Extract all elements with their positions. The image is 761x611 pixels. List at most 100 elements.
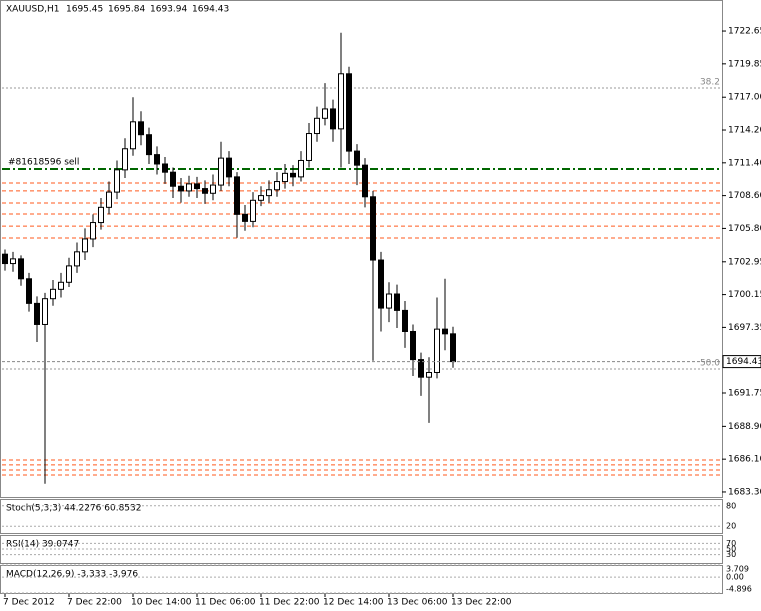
- ohlc-value: 1693.94: [150, 5, 187, 15]
- candle-body: [242, 213, 248, 222]
- y-tick-label: 1705.80: [728, 224, 761, 234]
- x-tick-label: 12 Dec 14:00: [323, 598, 384, 608]
- candle-body: [58, 281, 64, 290]
- candle-body: [34, 302, 40, 325]
- candle-body: [266, 189, 272, 197]
- y-tick-label: 1691.75: [728, 388, 761, 398]
- candle-body: [90, 222, 96, 240]
- y-tick-label: 1722.65: [728, 27, 761, 37]
- ohlc-value: 1695.84: [108, 5, 145, 15]
- current-price-label: 1694.43: [726, 357, 761, 367]
- candle-body: [354, 150, 360, 166]
- indicator-panel: [0, 535, 723, 564]
- candle-body: [378, 259, 384, 309]
- x-tick-label: 10 Dec 14:00: [131, 598, 192, 608]
- candle-body: [66, 265, 72, 283]
- candle-body: [42, 298, 48, 325]
- candle-body: [106, 191, 112, 208]
- indicator-title: Stoch(5,3,3) 44.2276 60.8532: [6, 504, 141, 514]
- candle-body: [250, 199, 256, 222]
- candle-body: [138, 121, 144, 136]
- candle-body: [258, 195, 264, 201]
- candle-body: [10, 258, 16, 265]
- candle-body: [170, 171, 176, 187]
- indicator-panel: [0, 565, 723, 594]
- candle-body: [194, 183, 200, 190]
- candle-body: [202, 188, 208, 194]
- y-tick-label: 1708.60: [728, 191, 761, 201]
- candle-body: [434, 328, 440, 373]
- y-tick-label: 1683.30: [728, 487, 761, 497]
- candle-body: [394, 293, 400, 311]
- candle-body: [298, 159, 304, 178]
- y-tick-label: 1700.15: [728, 290, 761, 300]
- current-price-box: [722, 355, 761, 369]
- candle-body: [2, 253, 8, 265]
- ohlc-value: 1695.45: [66, 5, 103, 15]
- candle-body: [186, 183, 192, 192]
- candle-body: [322, 108, 328, 119]
- indicator-tick-label: 70: [726, 539, 736, 548]
- candle-body: [234, 176, 240, 215]
- candle-body: [130, 121, 136, 150]
- y-tick-label: 1711.40: [728, 158, 761, 168]
- candle-body: [122, 148, 128, 171]
- indicator-tick-label: 20: [726, 522, 736, 531]
- candle-body: [226, 157, 232, 178]
- candle-body: [162, 163, 168, 173]
- y-tick-label: 1697.35: [728, 323, 761, 333]
- x-tick-label: 11 Dec 06:00: [195, 598, 256, 608]
- candle-body: [210, 184, 216, 194]
- candle-body: [442, 328, 448, 335]
- indicator-panel: [0, 499, 723, 534]
- indicator-tick-label: 0.00: [726, 573, 744, 582]
- candle-body: [410, 330, 416, 361]
- candle-body: [306, 133, 312, 161]
- y-tick-label: 1719.85: [728, 59, 761, 69]
- candle-body: [418, 359, 424, 378]
- indicator-tick-label: -4.896: [726, 585, 752, 594]
- y-tick-label: 1688.90: [728, 422, 761, 432]
- order-label: #81618596 sell: [8, 158, 79, 168]
- candle-body: [154, 154, 160, 165]
- indicator-title: RSI(14) 39.0747: [6, 540, 79, 550]
- candle-body: [26, 278, 32, 304]
- candle-body: [386, 293, 392, 309]
- x-tick-label: 13 Dec 22:00: [451, 598, 512, 608]
- candle-body: [426, 371, 432, 378]
- indicator-tick-label: 30: [726, 550, 736, 559]
- candle-body: [314, 117, 320, 135]
- indicator-title: MACD(12,26,9) -3.333 -3.976: [6, 570, 138, 580]
- candle-body: [330, 108, 336, 130]
- x-tick-label: 7 Dec 22:00: [67, 598, 122, 608]
- x-tick-label: 7 Dec 2012: [3, 598, 55, 608]
- y-tick-label: 1717.00: [728, 93, 761, 103]
- x-tick-label: 11 Dec 22:00: [259, 598, 320, 608]
- y-tick-label: 1702.95: [728, 257, 761, 267]
- candle-body: [50, 288, 56, 300]
- candle-body: [146, 134, 152, 156]
- candle-body: [450, 333, 456, 363]
- indicator-tick-label: 50: [726, 545, 736, 554]
- candle-body: [98, 206, 104, 224]
- fib-label: 38.2: [700, 77, 720, 87]
- candle-body: [338, 73, 344, 130]
- candle-body: [114, 169, 120, 193]
- candle-body: [218, 157, 224, 186]
- indicator-tick-label: 3.709: [726, 565, 749, 574]
- y-tick-label: 1686.10: [728, 455, 761, 465]
- y-tick-label: 1714.20: [728, 126, 761, 136]
- candle-body: [178, 185, 184, 192]
- candle-body: [274, 181, 280, 191]
- candle-body: [362, 164, 368, 198]
- candle-body: [82, 238, 88, 253]
- candle-body: [402, 309, 408, 332]
- indicator-tick-label: 80: [726, 501, 736, 510]
- candle-body: [346, 73, 352, 152]
- fib-label: 50.0: [700, 358, 720, 368]
- candle-body: [18, 258, 24, 280]
- candle-body: [282, 172, 288, 183]
- candle-body: [74, 251, 80, 267]
- x-tick-label: 13 Dec 06:00: [387, 598, 448, 608]
